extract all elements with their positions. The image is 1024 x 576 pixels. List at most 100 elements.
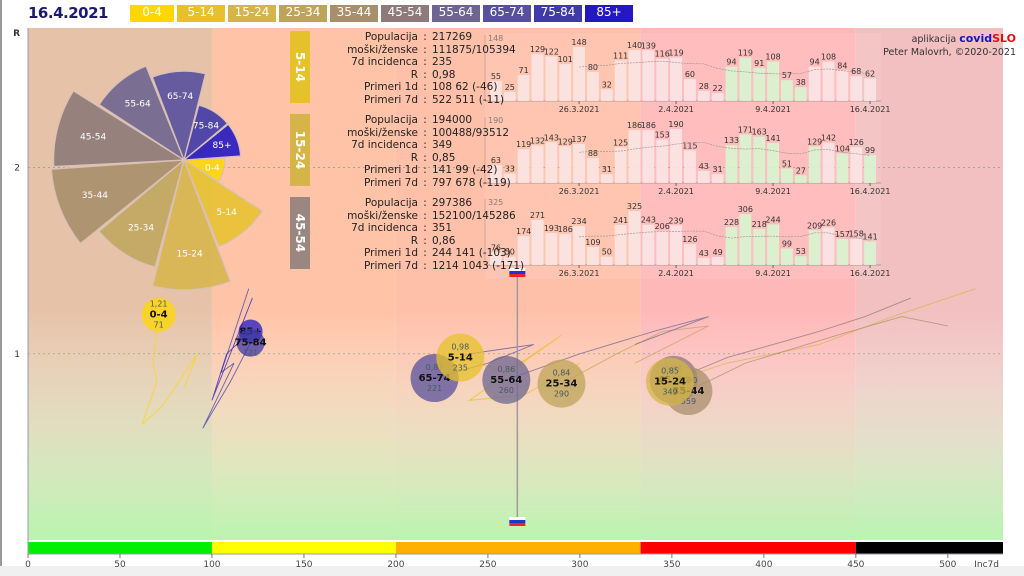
- flag-white: [509, 268, 526, 271]
- mini-bar-label: 129: [558, 137, 573, 146]
- mini-bar: [753, 136, 766, 183]
- mini-bar: [531, 145, 544, 183]
- mini-chart-date-label: 16.4.2021: [850, 105, 891, 114]
- bubble-circle: [537, 359, 586, 408]
- mini-bar: [545, 56, 558, 101]
- zone-color-bar: [211, 542, 396, 554]
- trail-15-24: [669, 288, 976, 383]
- stats-row: Populacija:194000: [305, 114, 511, 127]
- mini-bar-label: 88: [588, 149, 598, 158]
- x-tick-label: 0: [25, 560, 31, 570]
- stats-row: Primeri 1d:141 99 (-42): [305, 164, 511, 177]
- mini-bar-label: 119: [516, 140, 531, 149]
- zone-color-bar: [855, 542, 1003, 554]
- legend-item[interactable]: 55-64: [432, 5, 480, 22]
- mini-bar: [559, 234, 572, 265]
- credit-prefix: aplikacija: [911, 34, 960, 45]
- legend-item[interactable]: 45-54: [381, 5, 429, 22]
- legend-item[interactable]: 65-74: [483, 5, 531, 22]
- mini-bar-label: 153: [655, 131, 670, 140]
- mini-chart-avg-line: [579, 230, 871, 241]
- stats-key: 7d incidenca: [351, 56, 418, 69]
- rose-slice-65-74: [151, 70, 207, 162]
- rose-slice-45-54: [52, 90, 186, 168]
- mini-bar: [753, 67, 766, 101]
- mini-bar: [725, 227, 738, 265]
- mini-bar-label: 129: [530, 45, 545, 54]
- mini-bar: [822, 61, 835, 101]
- bubble-circle: [141, 297, 176, 332]
- mini-bar: [850, 238, 863, 265]
- mini-bar: [614, 147, 627, 183]
- bubble-r-value: 0,98: [451, 343, 469, 352]
- mini-chart-date-label: 26.3.2021: [559, 187, 600, 196]
- mini-bar-label: 119: [738, 49, 753, 58]
- mini-chart-5-14: 1485525711291221011488032111140139116119…: [484, 33, 891, 115]
- mini-bar-label: 209: [807, 221, 822, 230]
- bubble-r-value: 1,21: [150, 300, 168, 309]
- trail-75-84: [202, 288, 251, 429]
- credit: aplikacija covidSLO Peter Malovrh, ©2020…: [883, 32, 1016, 59]
- mini-bar: [864, 154, 876, 183]
- mini-bar: [517, 236, 530, 265]
- legend-item[interactable]: 25-34: [279, 5, 327, 22]
- legend-item[interactable]: 85+: [585, 5, 633, 22]
- stats-row: Primeri 1d:244 141 (-103): [305, 247, 524, 260]
- rose-slice-5-14: [182, 158, 263, 248]
- stats-table-45-54: Populacija:297386 moški/ženske:152100/145…: [305, 197, 524, 273]
- mini-bar-label: 137: [571, 135, 586, 144]
- mini-bar: [794, 87, 807, 101]
- mini-chart-avg-line: [579, 142, 871, 156]
- rose-slice-35-44: [50, 159, 186, 245]
- mini-bar-label: 32: [602, 80, 612, 89]
- mini-bar-label: 325: [627, 202, 642, 211]
- stats-value: 152100/145286: [432, 209, 516, 222]
- mini-bar-label: 193: [544, 224, 559, 233]
- bubble-group-label: 65-74: [419, 373, 451, 384]
- mini-bar-label: 25: [505, 83, 515, 92]
- mini-bar-label: 60: [685, 70, 695, 79]
- bubble-group-label: 5-14: [448, 353, 473, 364]
- stats-value: 297386: [432, 197, 473, 209]
- x-tick-label: 250: [479, 560, 496, 570]
- x-tick-label: 400: [755, 560, 772, 570]
- mini-bar: [684, 150, 696, 183]
- legend-item[interactable]: 5-14: [177, 5, 225, 22]
- x-tick-label: 200: [387, 560, 404, 570]
- mini-bar-label: 239: [668, 216, 683, 225]
- mini-bar-label: 174: [516, 227, 531, 236]
- mini-bar-label: 84: [837, 61, 847, 70]
- mini-bar: [642, 224, 655, 265]
- mini-bar: [711, 174, 724, 183]
- rose-slice-label: 25-34: [128, 223, 154, 233]
- mini-bar: [670, 129, 682, 183]
- mini-bar-label: 43: [699, 249, 709, 258]
- mini-bar-label: 101: [558, 55, 573, 64]
- x-tick-label: 50: [114, 560, 126, 570]
- bubble-r-value: 0,87: [426, 363, 444, 372]
- mini-bar-label: 126: [849, 138, 864, 147]
- mini-chart-date-label: 9.4.2021: [755, 105, 791, 114]
- mini-chart-date-label: 16.4.2021: [850, 187, 891, 196]
- bubble-circle: [236, 328, 265, 357]
- legend-item[interactable]: 75-84: [534, 5, 582, 22]
- mini-bar: [503, 173, 516, 183]
- stats-row: R:0,98: [305, 69, 516, 82]
- mini-bar-label: 31: [602, 165, 612, 174]
- bubble-inc-value: 235: [453, 364, 468, 373]
- legend-item[interactable]: 35-44: [330, 5, 378, 22]
- stats-separator: :: [423, 197, 427, 209]
- mini-bar-label: 228: [724, 218, 739, 227]
- mini-bar-charts: 1485525711291221011488032111140139116119…: [484, 33, 891, 279]
- mini-chart-date-label: 9.4.2021: [755, 269, 791, 278]
- mini-bar-label: 234: [571, 217, 586, 226]
- mini-bar-label: 55: [491, 72, 501, 81]
- mini-bar: [670, 225, 682, 265]
- legend-item[interactable]: 15-24: [228, 5, 276, 22]
- flag-white: [509, 517, 526, 520]
- stats-value: 0,86: [432, 234, 456, 247]
- bubble-r-value: 0,86: [497, 365, 515, 374]
- legend-item[interactable]: 0-4: [130, 5, 174, 22]
- mini-bar: [836, 153, 849, 183]
- mini-bar: [850, 147, 863, 183]
